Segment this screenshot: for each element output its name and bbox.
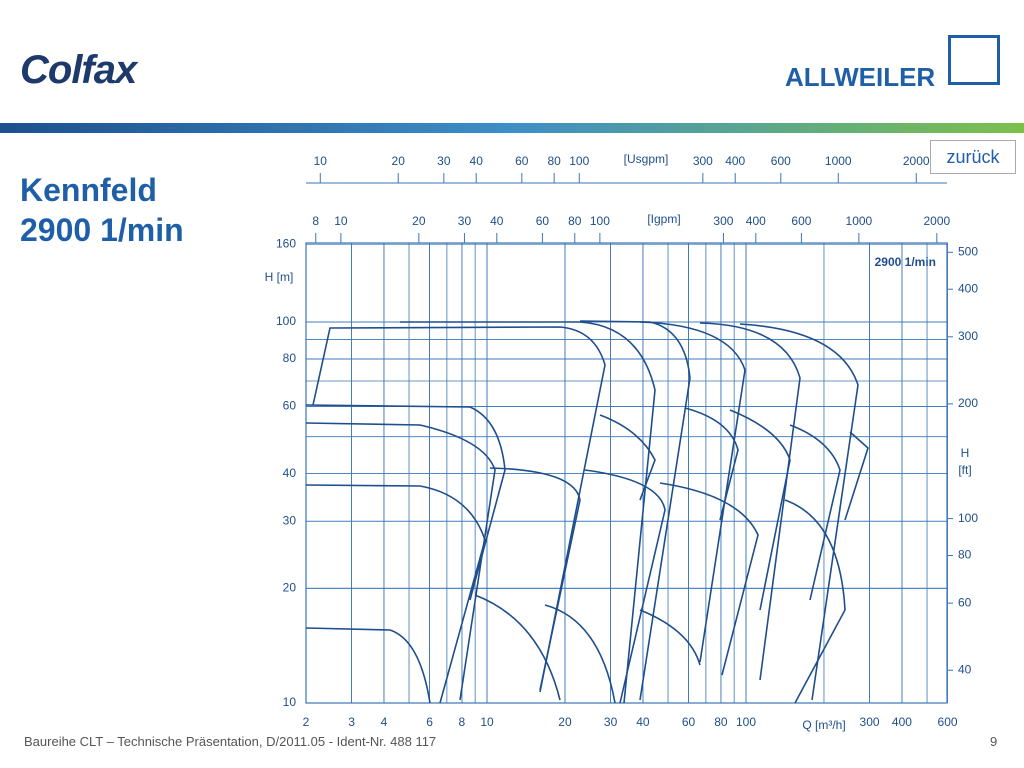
q-tick-label: 400	[892, 715, 912, 729]
h-ft-tick-label: 300	[958, 329, 978, 343]
h-ft-tick-label: 200	[958, 396, 978, 410]
q-tick-label: 600	[938, 715, 958, 729]
q-tick-label: 3	[348, 715, 355, 729]
h-m-tick-label: 160	[276, 236, 296, 250]
h-ft-tick-label: 500	[958, 244, 978, 258]
color-band	[0, 123, 1024, 133]
curve	[305, 627, 431, 704]
h-ft-tick-label: 40	[958, 662, 972, 676]
curve	[400, 321, 656, 704]
usgpm-tick-label: 60	[515, 154, 529, 168]
igpm-tick-label: 20	[412, 214, 426, 228]
usgpm-tick-label: 10	[314, 154, 328, 168]
curve	[639, 321, 746, 663]
usgpm-tick-label: 400	[725, 154, 745, 168]
h-m-label: H [m]	[265, 270, 294, 284]
page-number: 9	[990, 734, 998, 749]
q-tick-label: 100	[736, 715, 756, 729]
igpm-label: [Igpm]	[647, 212, 680, 226]
usgpm-tick-label: 100	[569, 154, 589, 168]
curve	[544, 604, 616, 704]
chart: 2900 1/min [ft] H H [m] Q [m³/h] [Igpm] [Usgpm…	[265, 152, 979, 732]
h-ft-tick-label: 80	[958, 548, 972, 562]
h-m-tick-label: 60	[283, 399, 297, 413]
igpm-tick-label: 80	[568, 214, 582, 228]
footer-text: Baureihe CLT – Technische Präsentation, …	[24, 734, 437, 749]
usgpm-tick-label: 20	[392, 154, 406, 168]
q-tick-label: 10	[480, 715, 494, 729]
q-tick-label: 6	[426, 715, 433, 729]
h-ft-tick-label: 400	[958, 281, 978, 295]
usgpm-tick-label: 80	[547, 154, 561, 168]
curve	[784, 499, 846, 704]
curve	[684, 407, 739, 521]
usgpm-tick-label: 2000	[903, 154, 930, 168]
igpm-tick-label: 40	[490, 214, 504, 228]
h-ft-tick-label: 60	[958, 595, 972, 609]
h-ft-label: H	[961, 446, 970, 460]
title-line1: Kennfeld	[20, 172, 157, 208]
speed-label: 2900 1/min	[875, 255, 936, 269]
plot-frame	[305, 242, 948, 704]
igpm-tick-label: 8	[312, 214, 319, 228]
curve	[639, 609, 701, 666]
curve	[659, 482, 759, 676]
curves	[305, 320, 869, 704]
back-button[interactable]: zurück	[930, 140, 1016, 174]
curve	[789, 424, 841, 601]
h-m-tick-label: 100	[276, 314, 296, 328]
curve	[474, 594, 561, 701]
curve	[579, 320, 691, 701]
curve	[305, 422, 496, 701]
curve	[599, 414, 656, 501]
h-ft-tick-label: 100	[958, 511, 978, 525]
igpm-tick-label: 10	[334, 214, 348, 228]
usgpm-tick-label: 30	[437, 154, 451, 168]
q-tick-label: 60	[682, 715, 696, 729]
usgpm-tick-label: 300	[693, 154, 713, 168]
q-tick-label: 300	[860, 715, 880, 729]
igpm-tick-label: 60	[536, 214, 550, 228]
h-m-tick-label: 30	[283, 513, 297, 527]
logo-mark	[948, 35, 1000, 85]
usgpm-tick-label: 1000	[825, 154, 852, 168]
igpm-tick-label: 300	[713, 214, 733, 228]
curve	[305, 484, 486, 704]
q-tick-label: 30	[604, 715, 618, 729]
curve	[699, 322, 801, 681]
h-m-tick-label: 20	[283, 580, 297, 594]
h-ft-unit: [ft]	[958, 463, 971, 477]
q-label: Q [m³/h]	[802, 718, 845, 732]
q-tick-label: 2	[303, 715, 310, 729]
igpm-tick-label: 600	[791, 214, 811, 228]
q-tick-label: 40	[636, 715, 650, 729]
igpm-tick-label: 1000	[846, 214, 873, 228]
usgpm-tick-label: 40	[470, 154, 484, 168]
logo-right: ALLWEILER	[785, 62, 936, 92]
h-m-tick-label: 80	[283, 351, 297, 365]
curve	[729, 409, 791, 611]
igpm-tick-label: 2000	[923, 214, 950, 228]
curve	[739, 323, 859, 701]
usgpm-tick-label: 600	[771, 154, 791, 168]
igpm-tick-label: 30	[458, 214, 472, 228]
igpm-tick-label: 400	[746, 214, 766, 228]
igpm-tick-label: 100	[590, 214, 610, 228]
curve	[489, 467, 581, 691]
curve	[844, 431, 869, 521]
h-m-tick-label: 40	[283, 466, 297, 480]
usgpm-label: [Usgpm]	[624, 152, 669, 166]
q-tick-label: 4	[381, 715, 388, 729]
q-tick-label: 8	[459, 715, 466, 729]
curve	[584, 469, 666, 704]
q-tick-label: 80	[714, 715, 728, 729]
h-m-tick-label: 10	[283, 695, 297, 709]
curve	[312, 326, 606, 693]
title-line2: 2900 1/min	[20, 212, 184, 248]
q-tick-label: 20	[558, 715, 572, 729]
logo-left: Colfax	[20, 48, 137, 92]
